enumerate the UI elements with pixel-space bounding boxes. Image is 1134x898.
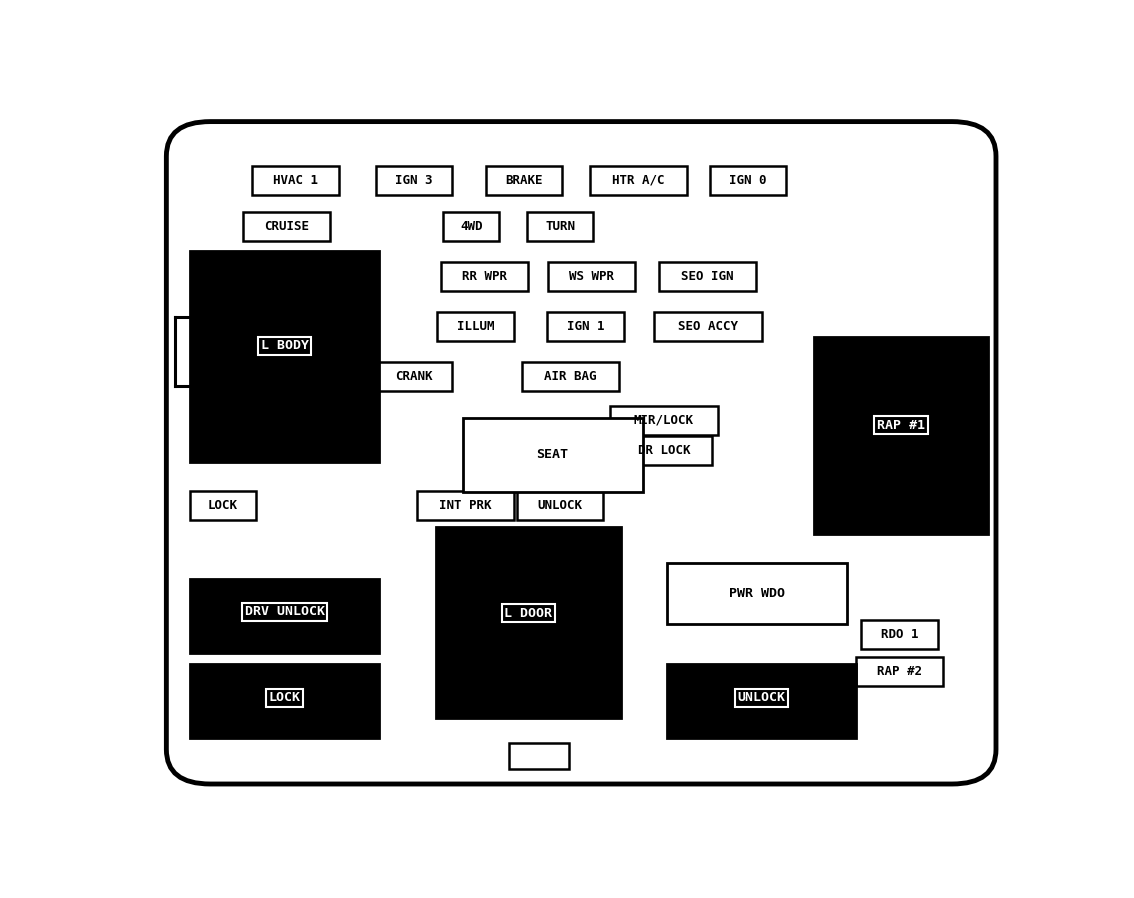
Bar [814, 337, 988, 533]
Bar [710, 166, 786, 195]
Text: SEO IGN: SEO IGN [682, 270, 734, 283]
Bar [441, 262, 528, 291]
Text: 4WD: 4WD [460, 220, 483, 233]
Text: CRUISE: CRUISE [264, 220, 310, 233]
Text: LOCK: LOCK [208, 499, 238, 512]
Text: RAP #1: RAP #1 [877, 418, 925, 432]
Text: MIR/LOCK: MIR/LOCK [634, 414, 694, 427]
Text: INT PRK: INT PRK [439, 499, 491, 512]
Text: HVAC 1: HVAC 1 [273, 174, 318, 187]
Text: CRANK: CRANK [396, 370, 433, 383]
Text: SEO ACCY: SEO ACCY [678, 320, 738, 333]
Text: IGN 0: IGN 0 [729, 174, 767, 187]
Bar [522, 362, 619, 391]
Text: PWR WDO: PWR WDO [729, 586, 786, 600]
Text: DR LOCK: DR LOCK [637, 445, 689, 457]
Text: RAP #2: RAP #2 [877, 665, 922, 678]
Bar [485, 166, 562, 195]
Text: RDO 1: RDO 1 [881, 629, 919, 641]
Text: UNLOCK: UNLOCK [538, 499, 583, 512]
Text: IGN 3: IGN 3 [396, 174, 433, 187]
Text: ILLUM: ILLUM [457, 320, 494, 333]
Bar [667, 563, 847, 623]
Bar [437, 527, 620, 718]
Bar [376, 362, 452, 391]
Text: L BODY: L BODY [261, 339, 308, 352]
Bar [549, 262, 635, 291]
Text: HTR A/C: HTR A/C [612, 174, 665, 187]
Text: IGN 1: IGN 1 [567, 320, 604, 333]
Bar [615, 436, 712, 465]
Text: AIR BAG: AIR BAG [544, 370, 596, 383]
Bar [376, 166, 452, 195]
Text: LOCK: LOCK [269, 691, 301, 704]
Bar [517, 491, 603, 520]
Bar [416, 491, 514, 520]
Bar [509, 743, 569, 769]
Bar [610, 406, 718, 435]
Bar [443, 212, 499, 242]
Bar [438, 312, 514, 340]
Text: L DOOR: L DOOR [505, 606, 552, 620]
Text: SEAT: SEAT [536, 448, 568, 462]
Bar [659, 262, 756, 291]
Text: BRAKE: BRAKE [506, 174, 543, 187]
Bar [191, 665, 379, 738]
Text: WS WPR: WS WPR [569, 270, 615, 283]
Bar [590, 166, 687, 195]
Bar [654, 312, 762, 340]
Bar [548, 312, 624, 340]
Bar [244, 212, 330, 242]
Bar [191, 251, 379, 462]
Text: UNLOCK: UNLOCK [738, 691, 786, 704]
Bar [191, 578, 379, 653]
Bar [189, 491, 255, 520]
Bar [252, 166, 339, 195]
Text: DRV UNLOCK: DRV UNLOCK [245, 605, 324, 619]
Bar [463, 418, 643, 492]
FancyBboxPatch shape [167, 121, 996, 784]
Bar [861, 621, 938, 649]
Text: RR WPR: RR WPR [462, 270, 507, 283]
Bar [527, 212, 593, 242]
Bar [667, 665, 856, 738]
Bar [856, 656, 942, 686]
Text: TURN: TURN [545, 220, 575, 233]
